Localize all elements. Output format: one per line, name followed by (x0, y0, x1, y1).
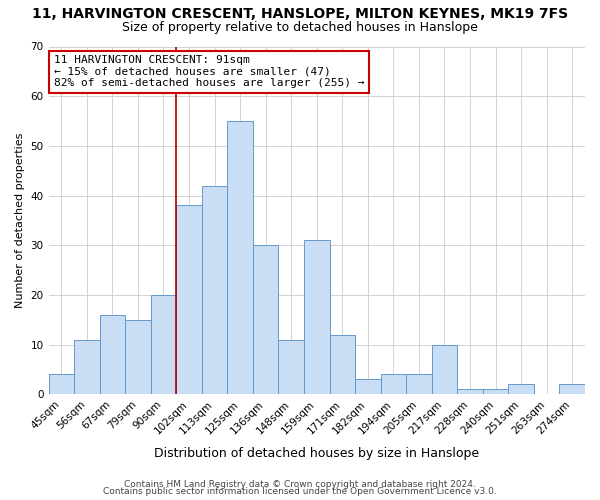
Bar (176, 206, 202, 394)
Bar (100, 314, 125, 394)
Text: 11 HARVINGTON CRESCENT: 91sqm
← 15% of detached houses are smaller (47)
82% of s: 11 HARVINGTON CRESCENT: 91sqm ← 15% of d… (54, 55, 364, 88)
Bar (508, 384, 534, 394)
Bar (559, 384, 585, 394)
Bar (49, 374, 74, 394)
Bar (125, 320, 151, 394)
Bar (278, 340, 304, 394)
Text: Size of property relative to detached houses in Hanslope: Size of property relative to detached ho… (122, 21, 478, 34)
Bar (380, 374, 406, 394)
Bar (406, 374, 432, 394)
Bar (457, 389, 483, 394)
Text: 11, HARVINGTON CRESCENT, HANSLOPE, MILTON KEYNES, MK19 7FS: 11, HARVINGTON CRESCENT, HANSLOPE, MILTO… (32, 8, 568, 22)
Bar (74, 340, 100, 394)
Bar (202, 186, 227, 394)
Bar (227, 121, 253, 394)
Text: Contains HM Land Registry data © Crown copyright and database right 2024.: Contains HM Land Registry data © Crown c… (124, 480, 476, 489)
Bar (432, 344, 457, 394)
Y-axis label: Number of detached properties: Number of detached properties (15, 132, 25, 308)
Bar (151, 295, 176, 394)
Text: Contains public sector information licensed under the Open Government Licence v3: Contains public sector information licen… (103, 487, 497, 496)
X-axis label: Distribution of detached houses by size in Hanslope: Distribution of detached houses by size … (154, 447, 479, 460)
Bar (329, 334, 355, 394)
Bar (355, 380, 380, 394)
Bar (304, 240, 329, 394)
Bar (253, 245, 278, 394)
Bar (483, 389, 508, 394)
